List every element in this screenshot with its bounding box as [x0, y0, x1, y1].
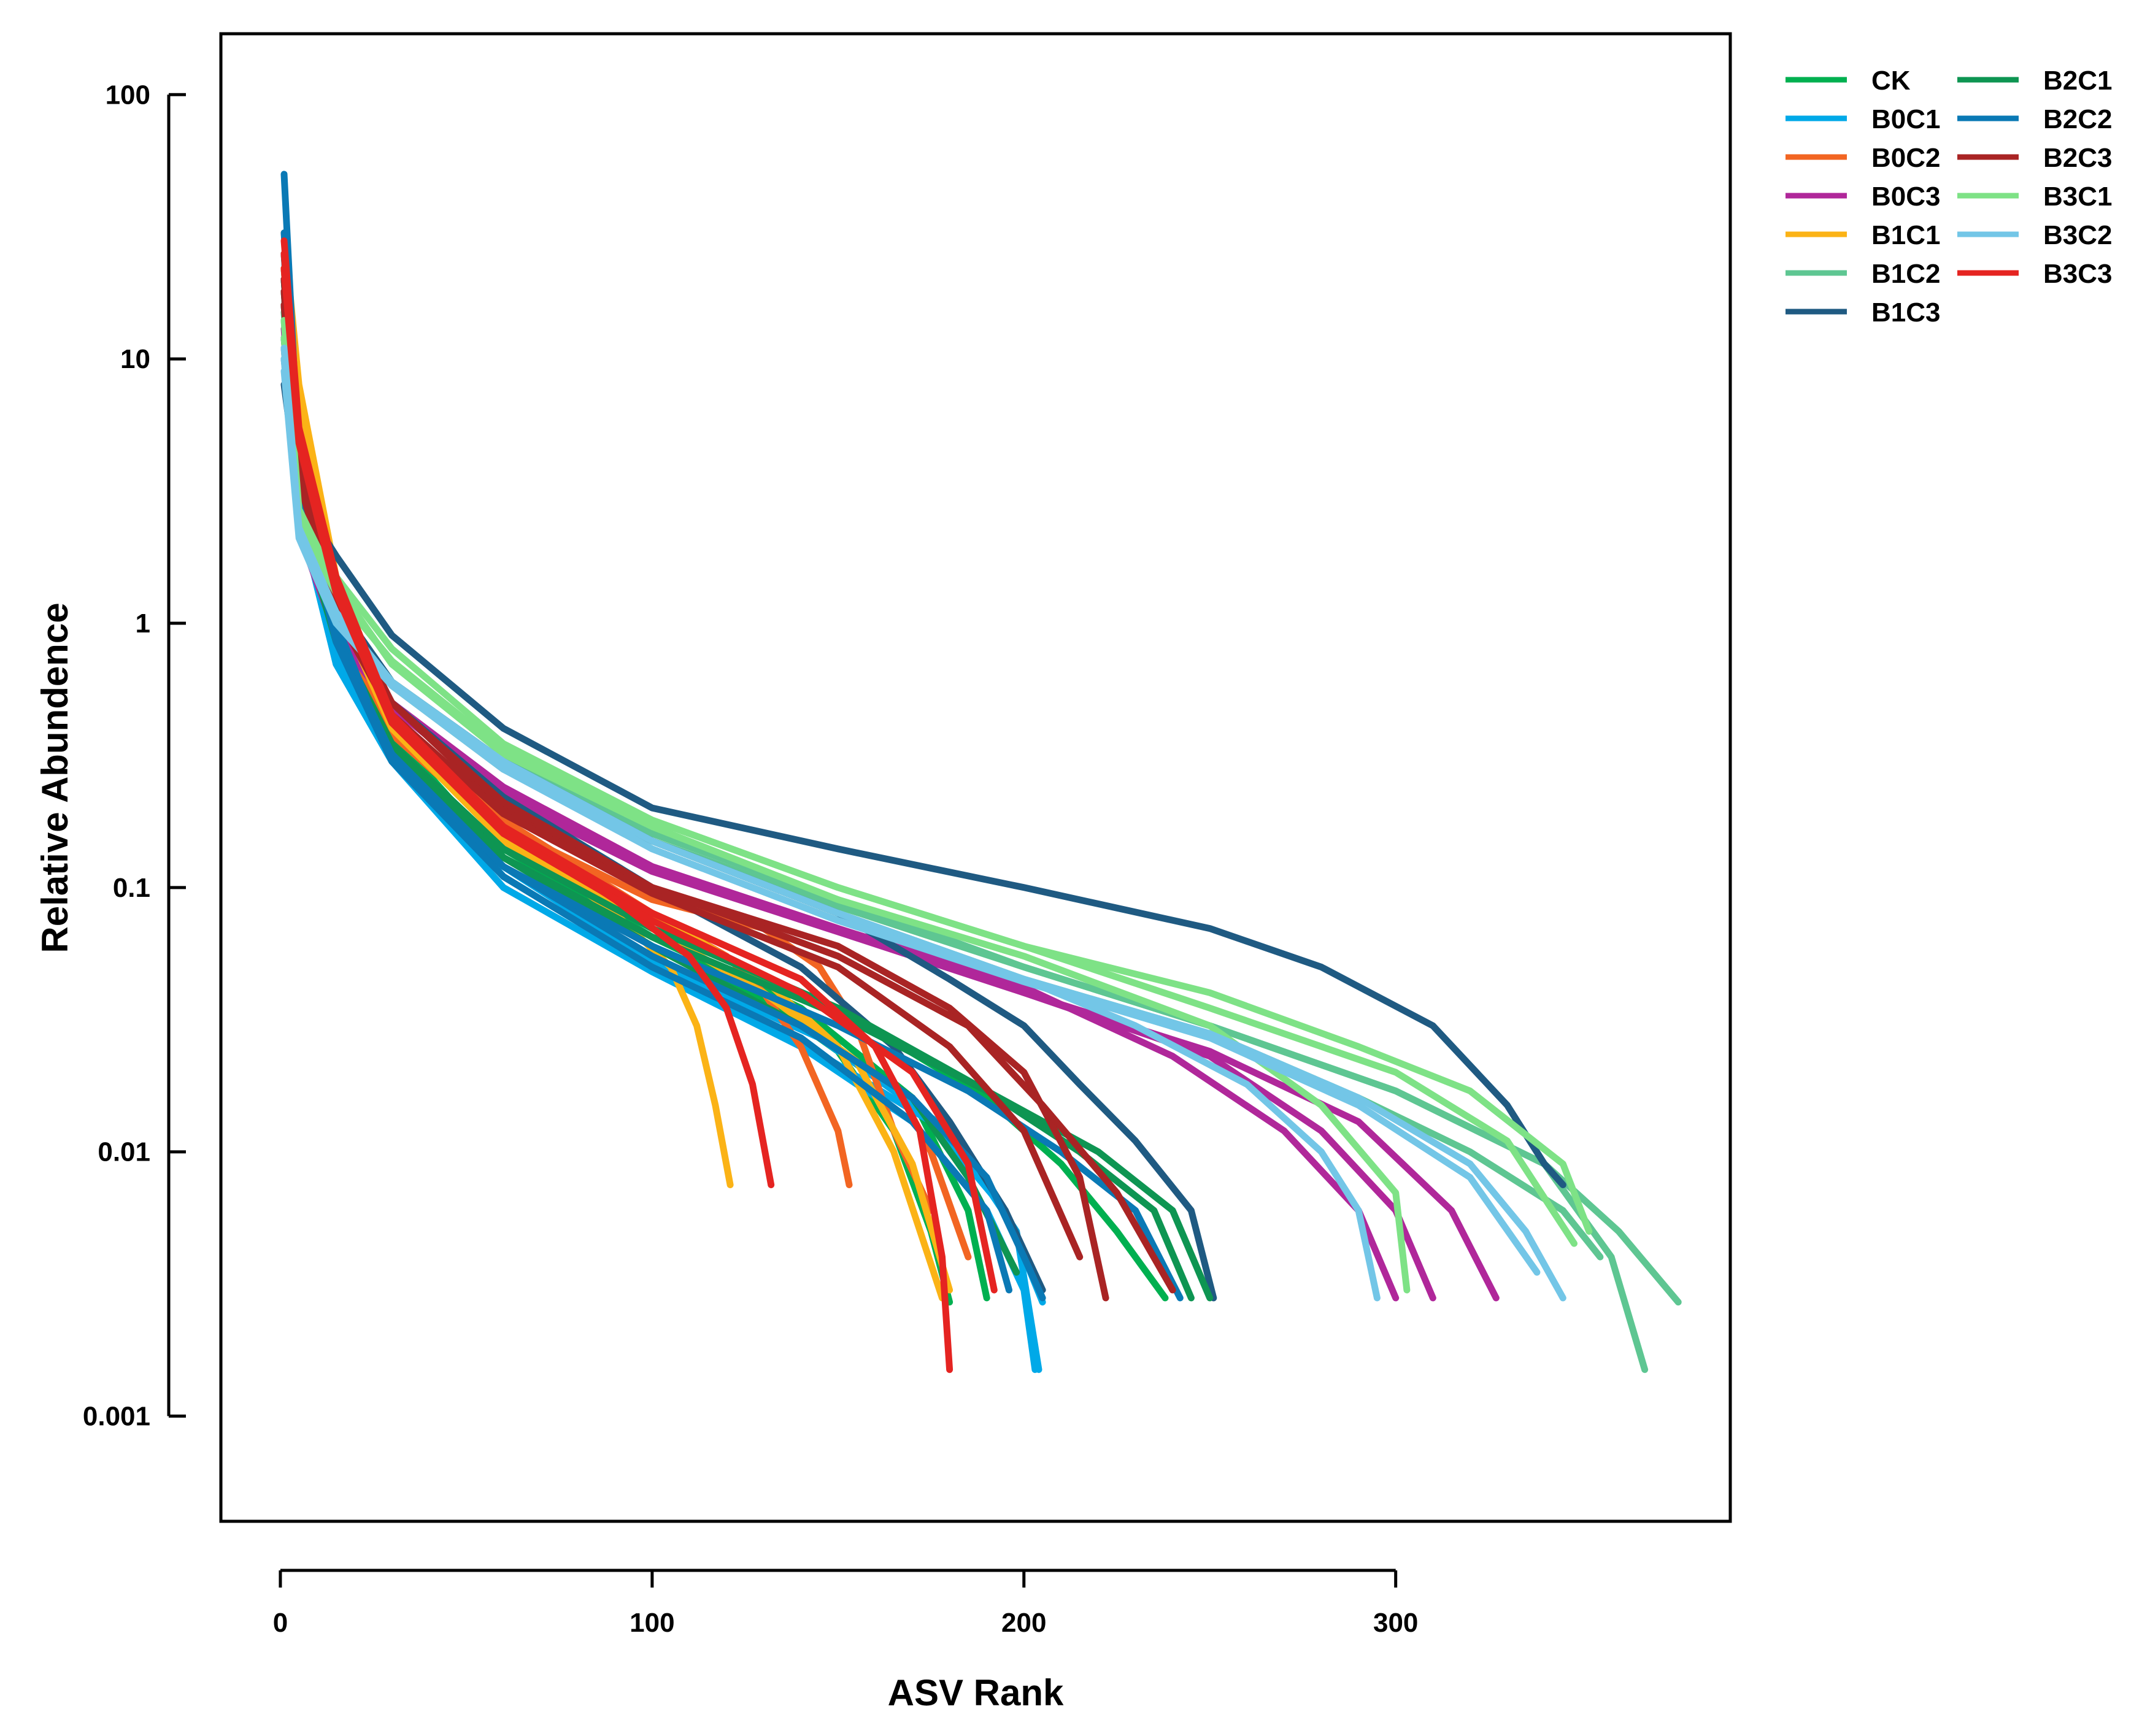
series-line-b2c3-rep1	[280, 275, 1109, 1302]
y-tick-label: 1	[136, 609, 150, 639]
y-tick-label: 0.001	[83, 1402, 150, 1432]
x-tick-label: 100	[630, 1608, 674, 1638]
legend-label-b1c1: B1C1	[1871, 220, 1941, 250]
series-line-b3c2-rep3	[280, 344, 1541, 1276]
y-tick-label: 0.1	[113, 873, 150, 903]
x-tick-label: 300	[1373, 1608, 1418, 1638]
y-axis: 100 10 1 0.1 0.01 0.001	[83, 80, 186, 1432]
x-tick-label: 0	[273, 1608, 288, 1638]
series-line-b1c1-rep1	[280, 229, 734, 1188]
series-line-b3c3-rep3	[280, 265, 998, 1294]
x-tick-label: 200	[1001, 1608, 1046, 1638]
legend-label-b2c3: B2C3	[2043, 143, 2113, 173]
plot-frame	[219, 32, 1732, 1523]
series-line-b2c1-rep3	[280, 275, 1020, 1276]
series-line-b0c2-rep3	[280, 301, 972, 1261]
y-tick-label: 10	[120, 344, 150, 374]
y-tick-label: 100	[106, 80, 150, 110]
legend-label-b0c1: B0C1	[1871, 104, 1941, 134]
legend-label-ck: CK	[1871, 66, 1911, 96]
x-axis-title: ASV Rank	[888, 1672, 1064, 1713]
series-line-b1c3-rep1	[280, 381, 1566, 1188]
legend-label-b2c2: B2C2	[2043, 104, 2113, 134]
legend-label-b3c1: B3C1	[2043, 182, 2113, 212]
series-line-b1c1-rep3	[280, 265, 953, 1294]
y-tick-label: 0.01	[98, 1137, 150, 1167]
legend-label-b3c3: B3C3	[2043, 259, 2113, 289]
legend-label-b1c3: B1C3	[1871, 298, 1941, 328]
series-line-ck-rep2	[280, 265, 990, 1302]
series-line-ck-rep1	[280, 250, 953, 1306]
series-line-b2c3-rep3	[280, 301, 1084, 1261]
x-axis: 0 100 200 300	[273, 1569, 1418, 1638]
y-axis-title: Relative Abundence	[34, 602, 75, 953]
legend-label-b2c1: B2C1	[2043, 66, 2113, 96]
legend-label-b0c2: B0C2	[1871, 143, 1941, 173]
legend-label-b0c3: B0C3	[1871, 182, 1941, 212]
legend-label-b3c2: B3C2	[2043, 220, 2113, 250]
legend-label-b1c2: B1C2	[1871, 259, 1941, 289]
series-lines	[280, 171, 1682, 1373]
legend: CK B0C1 B0C2 B0C3 B1C1 B1C2 B1C3 B2C1 B2C2 B2C3 B3…	[1786, 66, 2113, 328]
